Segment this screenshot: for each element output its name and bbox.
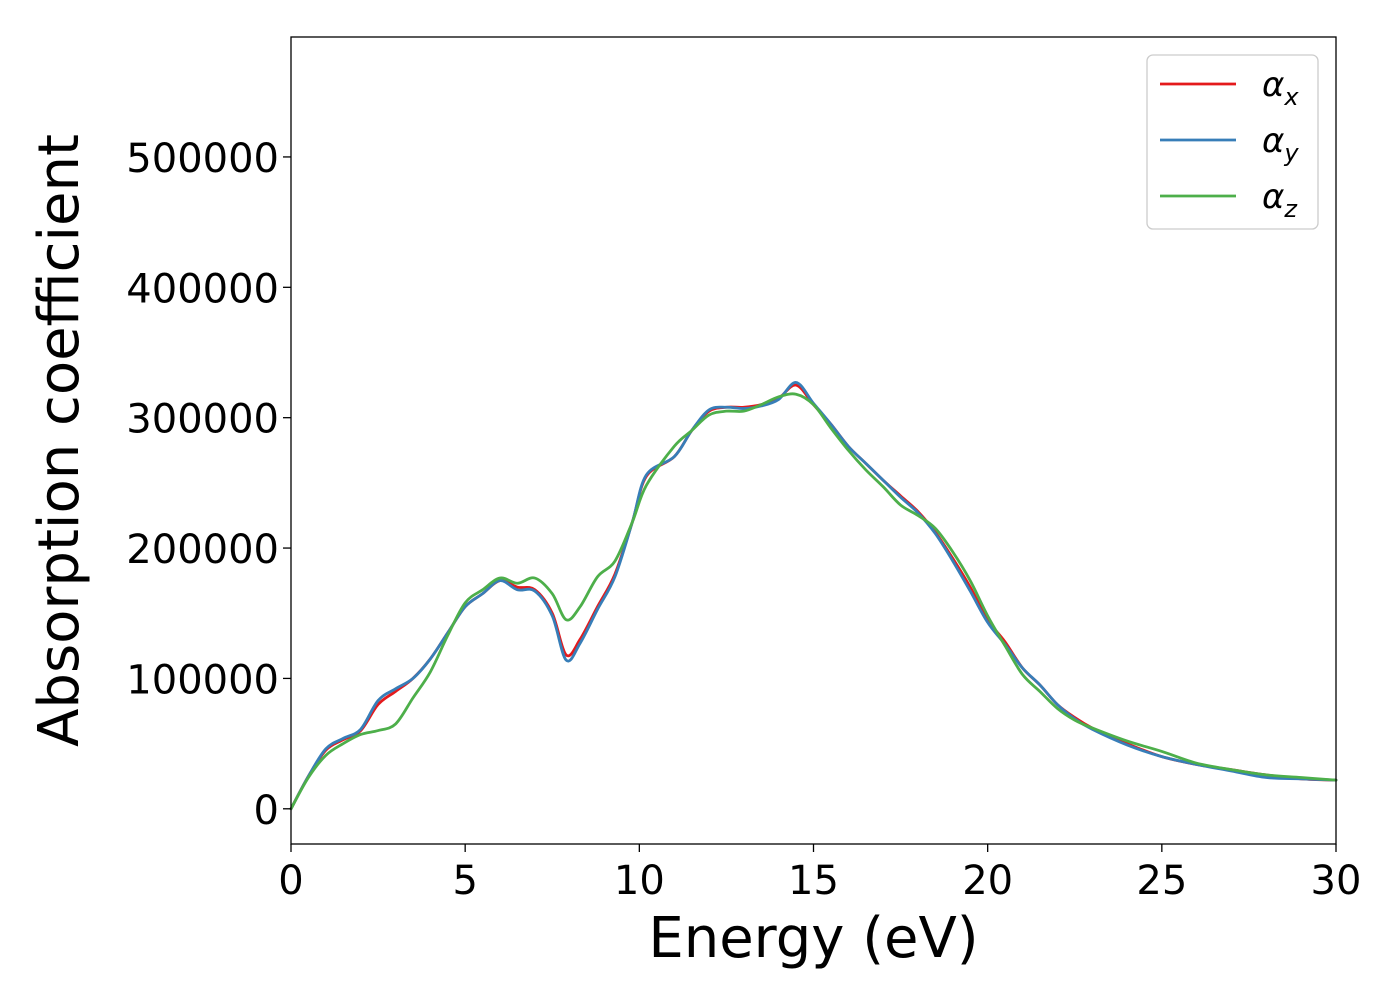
legend-label-subscript: y bbox=[1283, 139, 1299, 167]
legend-label-symbol: α bbox=[1262, 121, 1284, 161]
legend-label-alpha-z: αz bbox=[1262, 177, 1298, 223]
y-tick-label: 200000 bbox=[126, 527, 279, 573]
x-tick-label: 5 bbox=[452, 858, 477, 904]
x-tick-label: 20 bbox=[962, 858, 1013, 904]
x-tick-label: 0 bbox=[278, 858, 303, 904]
legend-label-subscript: x bbox=[1283, 83, 1299, 111]
legend-label-alpha-y: αy bbox=[1262, 121, 1299, 167]
legend-label-subscript: z bbox=[1283, 195, 1298, 223]
legend-label-alpha-x: αx bbox=[1262, 65, 1299, 111]
series-line-alpha-x bbox=[289, 383, 1338, 811]
y-tick-label: 300000 bbox=[126, 397, 279, 443]
y-tick-label: 100000 bbox=[126, 657, 279, 703]
y-axis-title: Absorption coefficient bbox=[27, 134, 92, 747]
legend-label-symbol: α bbox=[1262, 177, 1284, 217]
x-tick-label: 10 bbox=[614, 858, 665, 904]
x-tick-label: 15 bbox=[788, 858, 839, 904]
series-layer bbox=[289, 381, 1338, 811]
y-tick-label: 0 bbox=[254, 788, 279, 834]
series-line-alpha-y bbox=[289, 381, 1338, 811]
x-tick-label: 30 bbox=[1311, 858, 1362, 904]
legend-label-symbol: α bbox=[1262, 65, 1284, 105]
ticks-layer: 0 5 10 15 20 25 30 0 100000 200000 300000 400000 500… bbox=[126, 136, 1361, 904]
x-tick-label: 25 bbox=[1136, 858, 1187, 904]
y-tick-label: 400000 bbox=[126, 266, 279, 312]
legend-box bbox=[1146, 54, 1319, 230]
y-tick-label: 500000 bbox=[126, 136, 279, 182]
series-line-alpha-z bbox=[289, 392, 1338, 811]
x-axis-title: Energy (eV) bbox=[648, 906, 978, 971]
